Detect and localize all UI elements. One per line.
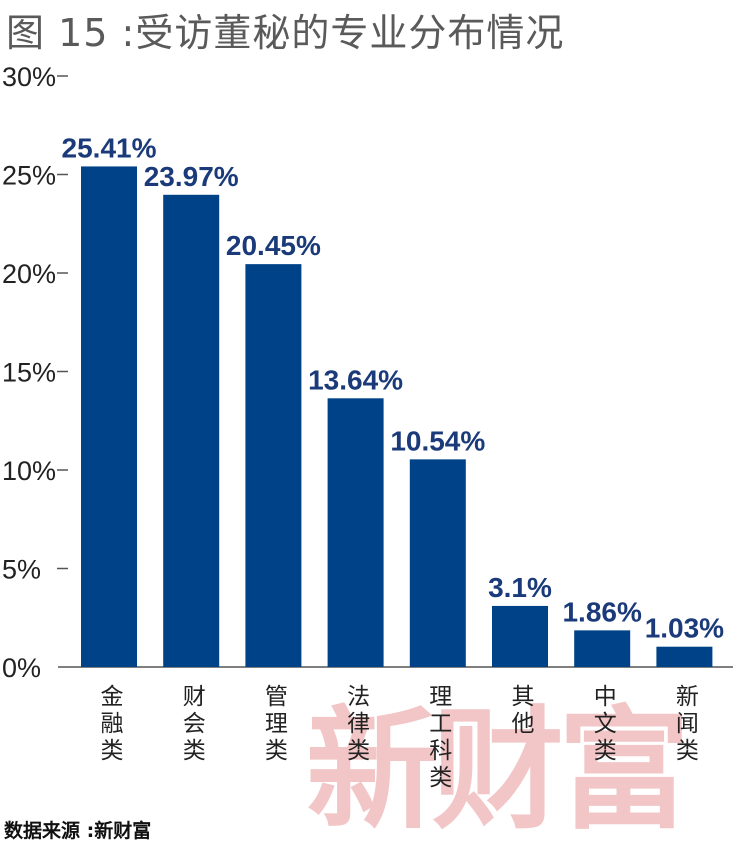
bar-value-label: 1.03%: [645, 613, 724, 644]
bar-value-label: 13.64%: [308, 364, 403, 395]
chart-title: 图 15 :受访董秘的专业分布情况: [6, 11, 565, 55]
y-tick-label: 30%: [2, 62, 56, 92]
y-tick-label: 25%: [2, 161, 56, 191]
bar: [163, 194, 220, 667]
bar: [409, 459, 466, 667]
source-note: 数据来源 :新财富: [4, 820, 152, 842]
x-tick-label: 理工科类: [425, 684, 453, 792]
bar: [245, 264, 302, 667]
y-tick-label: 15%: [2, 358, 56, 388]
x-tick-label: 其他: [507, 684, 535, 738]
x-tick-label: 新闻类: [671, 684, 699, 765]
bar-value-label: 10.54%: [390, 425, 485, 456]
bar: [81, 166, 137, 667]
bar-value-label: 25.41%: [62, 132, 157, 163]
bar-value-label: 20.45%: [226, 230, 321, 261]
x-tick-label: 中文类: [589, 684, 617, 765]
y-tick-label: 20%: [2, 259, 56, 289]
bar: [327, 398, 384, 667]
bar: [492, 605, 548, 667]
bars: [81, 166, 713, 667]
bar: [656, 646, 713, 667]
x-tick-label: 金融类: [96, 684, 124, 765]
y-tick-label: 0%: [2, 653, 41, 683]
value-labels: 25.41%23.97% 20.45% 13.64% 10.54% 3.1% 1.86%1…: [62, 132, 725, 643]
y-tick-label: 10%: [2, 456, 56, 486]
bar-value-label: 23.97%: [144, 161, 239, 192]
watermark-logo: 新财富: [306, 693, 690, 848]
bar-value-label: 1.86%: [562, 596, 641, 627]
bar-value-label: 3.1%: [488, 572, 552, 603]
x-tick-label: 法律类: [343, 684, 371, 765]
y-tick-label: 5%: [2, 555, 41, 585]
bar: [574, 630, 631, 667]
x-axis-labels: 金融类 财会类 管理类 法律类 理工科类 其他 中文类 新闻类: [96, 684, 699, 792]
x-tick-label: 财会类: [178, 684, 206, 765]
y-axis: 0% 5% 10% 15% 20% 25% 30%: [2, 62, 68, 683]
x-tick-label: 管理类: [260, 684, 288, 765]
